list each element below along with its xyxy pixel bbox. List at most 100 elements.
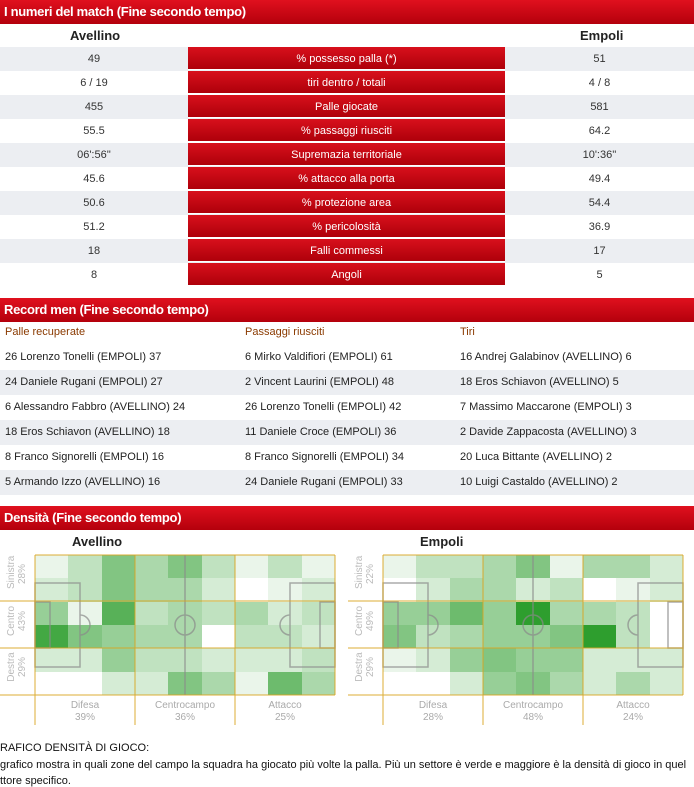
heatmap-cell [416,625,451,649]
stat-row: 55.5 % passaggi riusciti 64.2 [0,119,694,143]
heatmap-cell [549,601,584,626]
stat-label: Palle giocate [188,95,505,118]
record-row: 6 Alessandro Fabbro (AVELLINO) 24 26 Lore… [0,395,694,420]
heatmap-col-label: Attacco 24% [616,700,650,723]
density-heatmap-home: Avellino Sinistra 28% Centro 43% Destra 29% Di… [0,534,347,725]
match-stats-header: I numeri del match (Fine secondo tempo) [0,0,694,24]
heatmap-cell [235,578,269,603]
heatmap-cell [616,555,651,579]
density-header: Densità (Fine secondo tempo) [0,506,694,530]
heatmap-col-label: Centrocampo 36% [154,700,216,723]
heatmap-cell [235,648,269,673]
heatmap-cell [235,671,269,696]
home-team-name: Avellino [70,28,121,43]
stat-label: % attacco alla porta [188,167,505,190]
heatmap-col-label: Difesa 28% [418,700,448,723]
record-entry: 5 Armando Izzo (AVELLINO) 16 [5,476,161,488]
heatmap-team-name: Empoli [420,534,464,549]
stat-home-value: 6 / 19 [80,77,108,89]
heatmap-grid [348,554,684,725]
heatmap-cell [101,671,136,696]
heatmap-cell [549,671,584,696]
density-note-title: RAFICO DENSITÀ DI GIOCO: [0,742,150,754]
heatmap-cell [583,601,617,626]
density-heatmap-away: Empoli Sinistra 22% Centro 49% Destra 29% Dife… [348,534,694,725]
record-entry: 8 Franco Signorelli (EMPOLI) 16 [5,451,164,463]
stat-home-value: 55.5 [83,125,105,137]
heatmap-cell [449,578,484,603]
heatmap-cell [383,625,417,649]
teams-row: Avellino Empoli [0,24,694,46]
heatmap-cell [35,578,69,603]
stat-home-value: 50.6 [83,197,105,209]
heatmap-row-label: Sinistra 28% [6,555,28,589]
stat-away-value: 4 / 8 [588,77,611,89]
heatmap-cell [416,648,451,673]
record-entry: 10 Luigi Castaldo (AVELLINO) 2 [460,476,618,488]
heatmap-col-label: Difesa 39% [70,700,100,723]
heatmap-cell [383,578,417,603]
heatmap-cell [616,625,651,649]
heatmap-cell [268,625,303,649]
heatmap-cell [616,578,651,603]
stat-home-value: 18 [87,245,101,257]
heatmap-cell [35,601,69,626]
stat-away-value: 10':36'' [582,149,617,161]
heatmap-cell [268,555,303,579]
stat-row: 18 Falli commessi 17 [0,239,694,263]
heatmap-cell [35,648,69,673]
stat-away-value: 5 [596,269,603,281]
heatmap-cell [268,578,303,603]
heatmap-cell [68,555,103,579]
heatmap-cell [201,601,236,626]
heatmap-cell [483,671,517,696]
record-header-recoveries: Palle recuperate [5,326,86,338]
heatmap-row-label: Centro 43% [6,605,28,636]
heatmap-cell [35,671,69,696]
pitch-lines [0,554,336,725]
heatmap-cell [649,671,684,696]
heatmap-cell [101,625,136,649]
heatmap-cell [416,671,451,696]
heatmap-cell [68,625,103,649]
heatmap-cell [649,648,684,673]
heatmap-cell [649,601,684,626]
heatmap-cell [449,555,484,579]
stat-label: Supremazia territoriale [188,143,505,166]
heatmap-cell [68,578,103,603]
heatmap-cell [135,578,169,603]
stat-home-value: 8 [90,269,98,281]
heatmap-cell [135,625,169,649]
heatmap-cell [201,648,236,673]
record-entry: 2 Vincent Laurini (EMPOLI) 48 [245,376,394,388]
stat-away-value: 64.2 [588,125,611,137]
heatmap-cell [549,625,584,649]
heatmap-cell [101,648,136,673]
heatmap-cell [68,671,103,696]
stat-label: % pericolosità [188,215,505,238]
heatmap-cell [235,625,269,649]
heatmap-cell [483,648,517,673]
stat-label: % possesso palla (*) [188,47,505,70]
heatmap-cell [301,671,336,696]
heatmap-cell [583,648,617,673]
heatmap-cell [268,601,303,626]
heatmap-cell [449,601,484,626]
away-team-name: Empoli [580,28,624,43]
stat-label: % passaggi riusciti [188,119,505,142]
record-header-passes: Passaggi riusciti [245,326,325,338]
pitch-lines [348,554,684,725]
heatmap-cell [135,671,169,696]
heatmap-cell [201,555,236,579]
record-header-shots: Tiri [460,326,475,338]
heatmap-cell [301,578,336,603]
record-entry: 6 Alessandro Fabbro (AVELLINO) 24 [5,401,186,413]
stat-home-value: 455 [84,101,104,113]
heatmap-cell [416,578,451,603]
heatmap-cell [235,555,269,579]
heatmap-cell [549,578,584,603]
stat-home-value: 45.6 [83,173,105,185]
record-entry: 11 Daniele Croce (EMPOLI) 36 [245,426,397,438]
record-row: 26 Lorenzo Tonelli (EMPOLI) 37 6 Mirko Va… [0,345,694,370]
heatmap-row-label: Sinistra 22% [354,555,376,589]
